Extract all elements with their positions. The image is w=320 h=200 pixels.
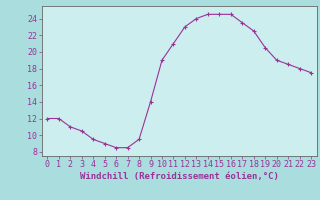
X-axis label: Windchill (Refroidissement éolien,°C): Windchill (Refroidissement éolien,°C)	[80, 172, 279, 181]
